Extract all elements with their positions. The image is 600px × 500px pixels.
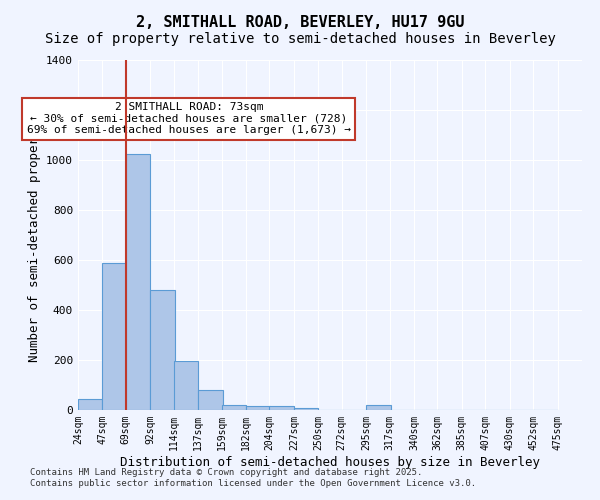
Bar: [103, 262, 127, 410]
Y-axis label: Number of semi-detached properties: Number of semi-detached properties: [28, 108, 41, 362]
Bar: [246, 406, 271, 410]
Bar: [198, 390, 223, 410]
Bar: [78, 399, 103, 410]
Bar: [151, 290, 175, 410]
Text: Contains HM Land Registry data © Crown copyright and database right 2025.
Contai: Contains HM Land Registry data © Crown c…: [30, 468, 476, 487]
Bar: [221, 405, 246, 410]
Text: Size of property relative to semi-detached houses in Beverley: Size of property relative to semi-detach…: [44, 32, 556, 46]
Text: 2, SMITHALL ROAD, BEVERLEY, HU17 9GU: 2, SMITHALL ROAD, BEVERLEY, HU17 9GU: [136, 15, 464, 30]
Bar: [269, 406, 294, 410]
Bar: [173, 361, 198, 410]
Bar: [294, 408, 319, 410]
Text: 2 SMITHALL ROAD: 73sqm
← 30% of semi-detached houses are smaller (728)
69% of se: 2 SMITHALL ROAD: 73sqm ← 30% of semi-det…: [27, 102, 351, 135]
Bar: [366, 405, 391, 410]
Bar: [126, 154, 151, 410]
X-axis label: Distribution of semi-detached houses by size in Beverley: Distribution of semi-detached houses by …: [120, 456, 540, 468]
